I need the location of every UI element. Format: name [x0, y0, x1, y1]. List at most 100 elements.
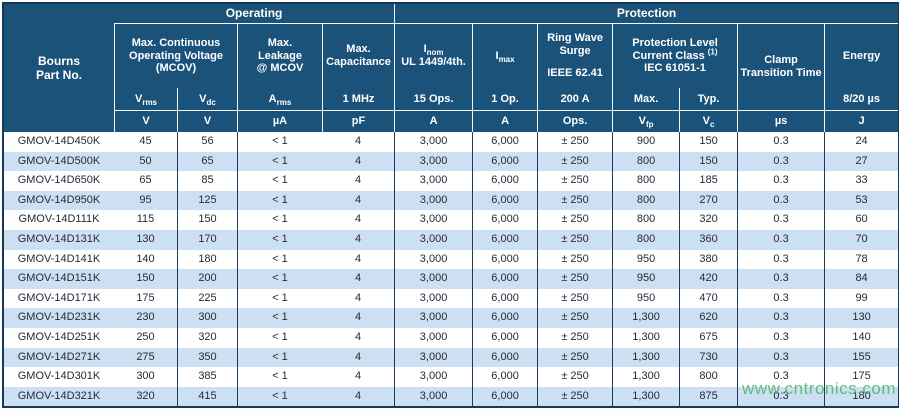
value-cell: 6,000: [472, 151, 538, 172]
value-cell: 60: [824, 210, 898, 230]
value-cell: < 1: [237, 347, 322, 368]
col-header-protection-level: Protection Level Current Class (1) IEC 6…: [612, 24, 738, 88]
table-row: GMOV-14D650K 65 85 < 1 4 3,000 6,000 ± 250 800 18…: [4, 171, 898, 191]
part-number-cell: GMOV-14D151K: [4, 269, 114, 289]
value-cell: 0.3: [737, 327, 824, 348]
table-row: GMOV-14D141K 140 180 < 1 4 3,000 6,000 ± 250 950…: [4, 249, 898, 270]
value-cell: 3,000: [394, 190, 473, 211]
inom-standard: UL 1449/4th.: [401, 56, 466, 68]
part-number-cell: GMOV-14D131K: [4, 229, 114, 250]
value-cell: 78: [824, 249, 898, 270]
part-number-cell: GMOV-14D450K: [17, 135, 101, 147]
value-cell: 270: [679, 190, 738, 211]
value-cell: 3,000: [394, 171, 472, 191]
value-cell: 3,000: [394, 347, 473, 368]
unit-vc: Vc: [679, 110, 738, 132]
sublabel-typ: Typ.: [679, 88, 738, 110]
value-cell: 950: [612, 249, 679, 270]
value-cell: 420: [679, 269, 738, 289]
value-cell: 415: [177, 386, 237, 407]
part-number-cell: GMOV-14D301K: [17, 370, 101, 383]
value-cell: 3,000: [394, 308, 473, 328]
value-cell: 150: [679, 151, 738, 172]
value-cell: 180: [177, 249, 237, 270]
value-cell: 4: [354, 174, 362, 187]
part-number-cell: GMOV-14D141K: [17, 252, 101, 265]
value-cell: 115: [136, 213, 155, 226]
group-header-protection: Protection: [394, 4, 899, 24]
value-cell: 65: [139, 174, 152, 187]
value-cell: 6,000: [472, 171, 537, 191]
value-cell: 130: [114, 229, 177, 250]
value-cell: 875: [679, 386, 738, 407]
col-header-mcov: Max. Continuous Operating Voltage (MCOV): [114, 24, 237, 88]
value-cell: ± 250: [537, 210, 612, 230]
table-row: GMOV-14D321K 320 415 < 1 4 3,000 6,000 ± 250 1,3…: [4, 386, 899, 407]
value-cell: 84: [824, 269, 899, 289]
value-cell: 800: [679, 367, 737, 387]
value-cell: 4: [354, 213, 362, 226]
value-cell: 3,000: [394, 386, 473, 407]
table-row: GMOV-14D231K 230 300 < 1 4 3,000 6,000 ± 250 1,3…: [4, 308, 899, 328]
value-cell: 0.3: [737, 190, 825, 211]
value-cell: 3,000: [394, 249, 472, 270]
value-cell: 350: [177, 347, 237, 368]
value-cell: ± 250: [537, 308, 613, 328]
value-cell: 4: [322, 347, 395, 368]
value-cell: 900: [612, 132, 679, 152]
sublabel-1op: 1 Op.: [472, 88, 538, 110]
value-cell: 620: [679, 308, 738, 328]
part-number-cell: GMOV-14D171K: [17, 291, 101, 304]
value-cell: 1,300: [612, 327, 679, 348]
value-cell: 85: [177, 171, 237, 191]
unit-vfp: Vfp: [612, 110, 680, 132]
unit-a1: A: [394, 110, 473, 132]
value-cell: 130: [824, 308, 899, 328]
value-cell: 70: [824, 229, 899, 250]
col-header-ringwave: Ring Wave Surge IEEE 62.41: [537, 24, 613, 88]
value-cell: 800: [612, 210, 679, 230]
part-number-cell: GMOV-14D251K: [17, 330, 101, 343]
value-cell: 950: [612, 288, 679, 309]
value-cell: 150: [177, 210, 237, 230]
sublabel-15ops: 15 Ops.: [394, 88, 473, 110]
value-cell: 0.3: [737, 249, 824, 270]
value-cell: 3,000: [394, 327, 472, 348]
table-row: GMOV-14D171K 175 225 < 1 4 3,000 6,000 ± 250 950…: [4, 288, 898, 309]
value-cell: ± 250: [537, 229, 613, 250]
value-cell: 6,000: [472, 132, 537, 152]
value-cell: 0.3: [737, 151, 825, 172]
part-number-cell: GMOV-14D950K: [4, 190, 114, 211]
value-cell: 45: [139, 135, 152, 147]
value-cell: 800: [612, 151, 680, 172]
table-row: GMOV-14D950K 95 125 < 1 4 3,000 6,000 ± 250 800 2…: [4, 190, 899, 211]
value-cell: 3,000: [394, 210, 472, 230]
value-cell: 4: [322, 190, 395, 211]
value-cell: 95: [114, 190, 177, 211]
value-cell: 320: [177, 327, 237, 348]
value-cell: 0.3: [737, 269, 825, 289]
value-cell: 140: [136, 252, 155, 265]
value-cell: 6,000: [472, 367, 537, 387]
units-row: V V µA pF A A Ops. Vfp Vc µs J: [4, 110, 899, 132]
part-header-line2: Part No.: [35, 68, 82, 82]
value-cell: ± 250: [537, 347, 613, 368]
value-cell: 6,000: [472, 229, 538, 250]
value-cell: 6,000: [472, 210, 537, 230]
value-cell: < 1: [237, 171, 322, 191]
value-cell: 175: [136, 291, 155, 304]
col-header-inom: Inom UL 1449/4th.: [394, 24, 473, 88]
col-header-leakage: Max. Leakage @ MCOV: [237, 24, 322, 88]
value-cell: 1,300: [612, 308, 680, 328]
value-cell: 4: [354, 370, 362, 383]
value-cell: 675: [679, 327, 737, 348]
value-cell: 380: [679, 249, 737, 270]
value-cell: 6,000: [472, 190, 538, 211]
sublabel-arms: Arms: [237, 88, 322, 110]
value-cell: 3,000: [394, 229, 473, 250]
unit-pf: pF: [322, 110, 395, 132]
value-cell: 0.3: [737, 386, 825, 407]
value-cell: 230: [114, 308, 177, 328]
value-cell: 470: [679, 288, 737, 309]
